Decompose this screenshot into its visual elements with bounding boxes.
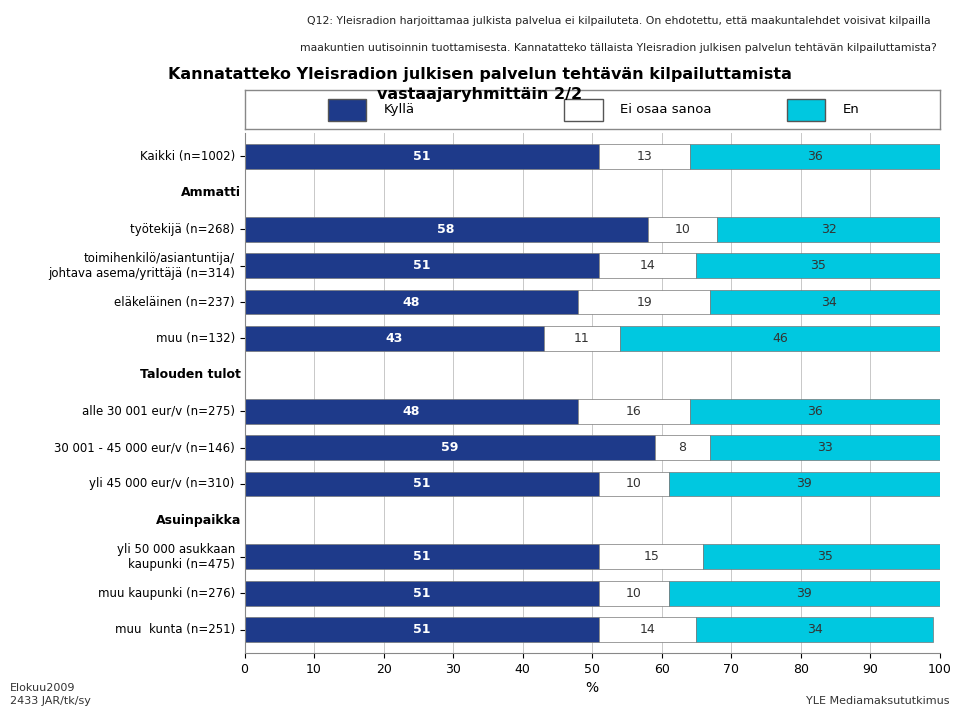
X-axis label: %: % bbox=[586, 682, 598, 696]
Text: 34: 34 bbox=[821, 295, 836, 309]
Bar bbox=[245, 617, 599, 642]
Bar bbox=[696, 253, 940, 278]
Bar bbox=[245, 217, 648, 241]
Text: Elokuu2009
2433 JAR/tk/sy: Elokuu2009 2433 JAR/tk/sy bbox=[10, 683, 90, 706]
Text: YLE Mediamaksututkimus: YLE Mediamaksututkimus bbox=[806, 697, 949, 706]
Text: Ammatti: Ammatti bbox=[181, 186, 241, 200]
Text: 11: 11 bbox=[573, 332, 590, 345]
Bar bbox=[245, 435, 655, 460]
Text: 34: 34 bbox=[807, 623, 823, 636]
Text: 58: 58 bbox=[437, 223, 455, 236]
Text: 13: 13 bbox=[637, 150, 652, 163]
Bar bbox=[245, 399, 578, 424]
Bar bbox=[245, 144, 599, 169]
Bar bbox=[599, 545, 704, 569]
Text: 39: 39 bbox=[796, 477, 812, 491]
Text: 15: 15 bbox=[643, 550, 659, 563]
Text: 51: 51 bbox=[413, 259, 431, 272]
Text: 51: 51 bbox=[413, 550, 431, 563]
Bar bbox=[648, 217, 717, 241]
Bar bbox=[690, 144, 940, 169]
Bar bbox=[599, 144, 690, 169]
Bar bbox=[599, 471, 668, 496]
Bar bbox=[711, 435, 940, 460]
Bar bbox=[620, 326, 940, 351]
Bar bbox=[245, 471, 599, 496]
Text: 14: 14 bbox=[640, 259, 656, 272]
Text: 59: 59 bbox=[441, 441, 458, 454]
Bar bbox=[668, 471, 940, 496]
Text: 51: 51 bbox=[413, 623, 431, 636]
Text: 16: 16 bbox=[626, 405, 642, 417]
Bar bbox=[786, 99, 825, 121]
Text: taloustutkimus oy: taloustutkimus oy bbox=[34, 21, 225, 40]
Bar bbox=[245, 253, 599, 278]
Text: vastaajaryhmittäin 2/2: vastaajaryhmittäin 2/2 bbox=[377, 87, 582, 102]
Bar bbox=[599, 617, 696, 642]
Text: 51: 51 bbox=[413, 586, 431, 600]
Text: Asuinpaikka: Asuinpaikka bbox=[155, 514, 241, 527]
Text: Kyllä: Kyllä bbox=[384, 103, 414, 116]
Text: 36: 36 bbox=[807, 150, 823, 163]
Bar bbox=[599, 253, 696, 278]
Text: Ei osaa sanoa: Ei osaa sanoa bbox=[620, 103, 712, 116]
Text: 8: 8 bbox=[679, 441, 687, 454]
Text: 51: 51 bbox=[413, 477, 431, 491]
Text: 51: 51 bbox=[413, 150, 431, 163]
Bar bbox=[245, 545, 599, 569]
Text: 35: 35 bbox=[810, 259, 826, 272]
Bar bbox=[245, 326, 544, 351]
Text: En: En bbox=[842, 103, 859, 116]
Text: 35: 35 bbox=[817, 550, 833, 563]
Text: 33: 33 bbox=[817, 441, 833, 454]
Text: 48: 48 bbox=[403, 295, 420, 309]
Text: 19: 19 bbox=[637, 295, 652, 309]
Bar bbox=[655, 435, 711, 460]
Text: 46: 46 bbox=[772, 332, 787, 345]
Bar bbox=[328, 99, 366, 121]
Text: 43: 43 bbox=[386, 332, 403, 345]
Bar bbox=[544, 326, 620, 351]
Bar bbox=[599, 581, 668, 606]
Text: 48: 48 bbox=[403, 405, 420, 417]
Bar bbox=[668, 581, 940, 606]
Text: 36: 36 bbox=[807, 405, 823, 417]
Text: Q12: Yleisradion harjoittamaa julkista palvelua ei kilpailuteta. On ehdotettu, e: Q12: Yleisradion harjoittamaa julkista p… bbox=[307, 16, 930, 26]
Text: 14: 14 bbox=[640, 623, 656, 636]
Text: 10: 10 bbox=[674, 223, 690, 236]
Bar bbox=[696, 617, 933, 642]
Bar bbox=[690, 399, 940, 424]
Bar bbox=[245, 581, 599, 606]
Bar bbox=[711, 290, 947, 315]
Bar bbox=[245, 290, 578, 315]
Text: Kannatatteko Yleisradion julkisen palvelun tehtävän kilpailuttamista: Kannatatteko Yleisradion julkisen palvel… bbox=[168, 67, 791, 82]
Bar bbox=[564, 99, 602, 121]
Bar bbox=[578, 290, 711, 315]
Text: 10: 10 bbox=[626, 477, 642, 491]
Text: maakuntien uutisoinnin tuottamisesta. Kannatatteko tällaista Yleisradion julkise: maakuntien uutisoinnin tuottamisesta. Ka… bbox=[300, 43, 937, 53]
Text: Talouden tulot: Talouden tulot bbox=[140, 368, 241, 381]
Text: 39: 39 bbox=[796, 586, 812, 600]
Bar bbox=[578, 399, 690, 424]
Text: 32: 32 bbox=[821, 223, 836, 236]
Bar bbox=[717, 217, 940, 241]
Bar bbox=[704, 545, 947, 569]
Text: 10: 10 bbox=[626, 586, 642, 600]
